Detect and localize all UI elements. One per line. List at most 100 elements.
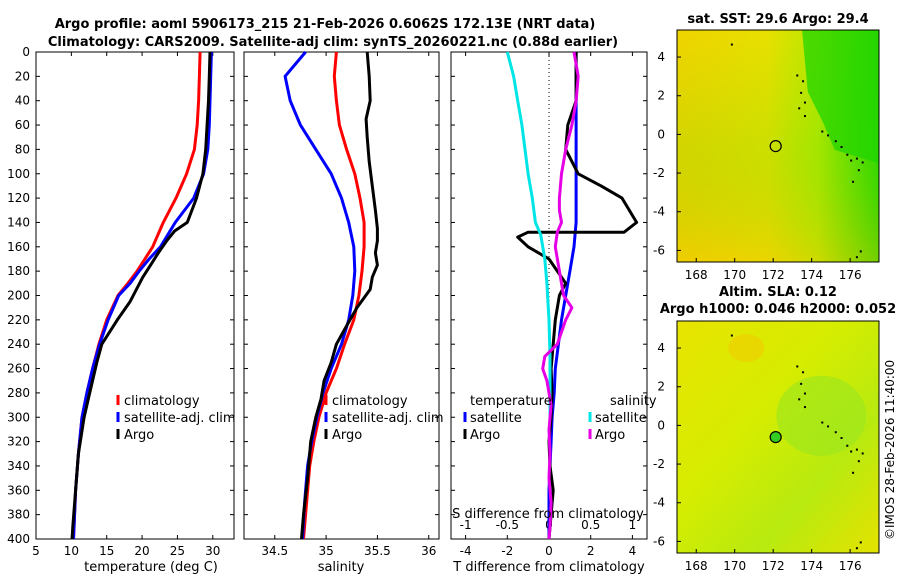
legend-header: salinity — [610, 394, 657, 409]
figure-title-line2: Climatology: CARS2009. Satellite-adj cli… — [48, 35, 618, 50]
island-dot — [730, 334, 733, 337]
y-tick-label: 160 — [7, 240, 30, 254]
y-tick-label: 300 — [7, 410, 30, 424]
y-tick-label: 4 — [657, 50, 665, 64]
x-tick-label: 174 — [800, 268, 823, 282]
map-frame — [676, 29, 880, 263]
x-tick-label: 170 — [723, 559, 746, 573]
x-tick-label: 5 — [32, 544, 40, 558]
series-line-argo — [70, 51, 212, 540]
imos-watermark: ©IMOS 28-Feb-2026 11:40:00 — [883, 360, 897, 540]
x-tick-label: 176 — [839, 559, 862, 573]
island-dot — [846, 153, 849, 156]
x-tick-label: 35 — [318, 544, 333, 558]
salinity-xlabel: salinity — [318, 560, 365, 575]
sla-anomaly-patch — [728, 334, 765, 363]
map-frame — [676, 320, 880, 554]
figure-title-line1: Argo profile: aoml 5906173_215 21-Feb-20… — [55, 17, 596, 32]
island-dot — [827, 134, 830, 137]
sst-map-panel: 168 170 172 174 176 4 2 0 -2 -4 -6 — [653, 29, 880, 282]
legend-header: temperature — [470, 394, 552, 409]
island-dot — [857, 460, 860, 463]
x-tick-label: -4 — [460, 544, 472, 558]
x-tick-label: 170 — [723, 268, 746, 282]
temperature-panel: 0 20 40 60 80 100 120 140 160 180 200 220 240 260 280 3… — [7, 45, 236, 558]
island-dot — [852, 180, 855, 183]
y-tick-label: 240 — [7, 337, 30, 351]
y-tick-label: 260 — [7, 362, 30, 376]
y-tick-label: -4 — [653, 496, 665, 510]
top-tick-label: 0.5 — [581, 518, 600, 532]
legend-label: satellite — [595, 411, 647, 426]
island-dot — [796, 74, 799, 77]
sla-anomaly-patch — [776, 375, 867, 456]
island-dot — [800, 382, 803, 385]
y-tick-label: 80 — [15, 142, 30, 156]
x-tick-label: 168 — [685, 268, 708, 282]
y-tick-label: 360 — [7, 483, 30, 497]
legend-label: climatology — [124, 394, 200, 409]
island-dot — [846, 444, 849, 447]
y-tick-label: 280 — [7, 386, 30, 400]
y-tick-label: 140 — [7, 215, 30, 229]
temperature-xlabel: temperature (deg C) — [84, 560, 218, 575]
island-dot — [855, 157, 858, 160]
island-dot — [859, 250, 862, 253]
y-tick-label: 4 — [657, 341, 665, 355]
legend-label: satellite-adj. clim — [332, 411, 444, 426]
y-tick-label: 180 — [7, 264, 30, 278]
series-line-climatology — [302, 51, 366, 540]
legend-label: Argo — [124, 428, 154, 443]
sla-map-title-line2: Argo h1000: 0.046 h2000: 0.052 — [660, 302, 896, 317]
island-dot — [802, 371, 805, 374]
x-tick-label: 34.5 — [261, 544, 288, 558]
x-tick-label: 25 — [170, 544, 185, 558]
island-dot — [855, 256, 858, 259]
island-dot — [850, 159, 853, 162]
difference-panel: -4-2024-1-0.500.51temperaturesalinitysat… — [450, 51, 657, 558]
island-dot — [859, 541, 862, 544]
island-dot — [855, 448, 858, 451]
series-line-satellite-adj-clim — [283, 51, 357, 540]
island-dot — [834, 431, 837, 434]
island-dot — [798, 398, 801, 401]
island-dot — [861, 452, 864, 455]
y-tick-label: 340 — [7, 459, 30, 473]
y-tick-label: -2 — [653, 457, 665, 471]
difference-xlabel: T difference from climatology — [452, 560, 645, 575]
island-dot — [850, 450, 853, 453]
y-tick-label: 320 — [7, 435, 30, 449]
island-dot — [796, 365, 799, 368]
x-tick-label: 15 — [99, 544, 114, 558]
y-tick-label: 2 — [657, 380, 665, 394]
island-dot — [840, 437, 843, 439]
island-dot — [800, 91, 803, 94]
salinity-panel: 34.5 35 35.5 36 climatology satellite-adj. cl… — [243, 51, 444, 558]
plot-frame — [243, 51, 440, 540]
y-tick-label: 60 — [15, 118, 30, 132]
y-tick-label: -4 — [653, 205, 665, 219]
legend-label: Argo — [595, 428, 625, 443]
y-tick-label: -6 — [653, 243, 665, 257]
island-dot — [861, 161, 864, 164]
legend-label: satellite-adj. clim — [124, 411, 236, 426]
x-tick-label: 4 — [629, 544, 637, 558]
series-line-s-satellite — [505, 51, 552, 418]
y-tick-label: 2 — [657, 89, 665, 103]
y-tick-label: 120 — [7, 191, 30, 205]
x-tick-label: 174 — [800, 559, 823, 573]
y-tick-label: -6 — [653, 534, 665, 548]
top-tick-label: -0.5 — [496, 518, 519, 532]
island-dot — [857, 169, 860, 172]
argo-location-marker — [769, 431, 782, 444]
y-tick-label: 200 — [7, 289, 30, 303]
x-tick-label: 176 — [839, 268, 862, 282]
y-tick-label: 0 — [657, 127, 665, 141]
island-dot — [840, 146, 843, 148]
top-tick-label: -1 — [460, 518, 472, 532]
legend-label: satellite — [470, 411, 522, 426]
sla-map-title-line1: Altim. SLA: 0.12 — [719, 285, 837, 300]
sla-map-panel: 168 170 172 174 176 4 2 0 -2 -4 -6 — [653, 320, 880, 573]
y-tick-label: -2 — [653, 166, 665, 180]
